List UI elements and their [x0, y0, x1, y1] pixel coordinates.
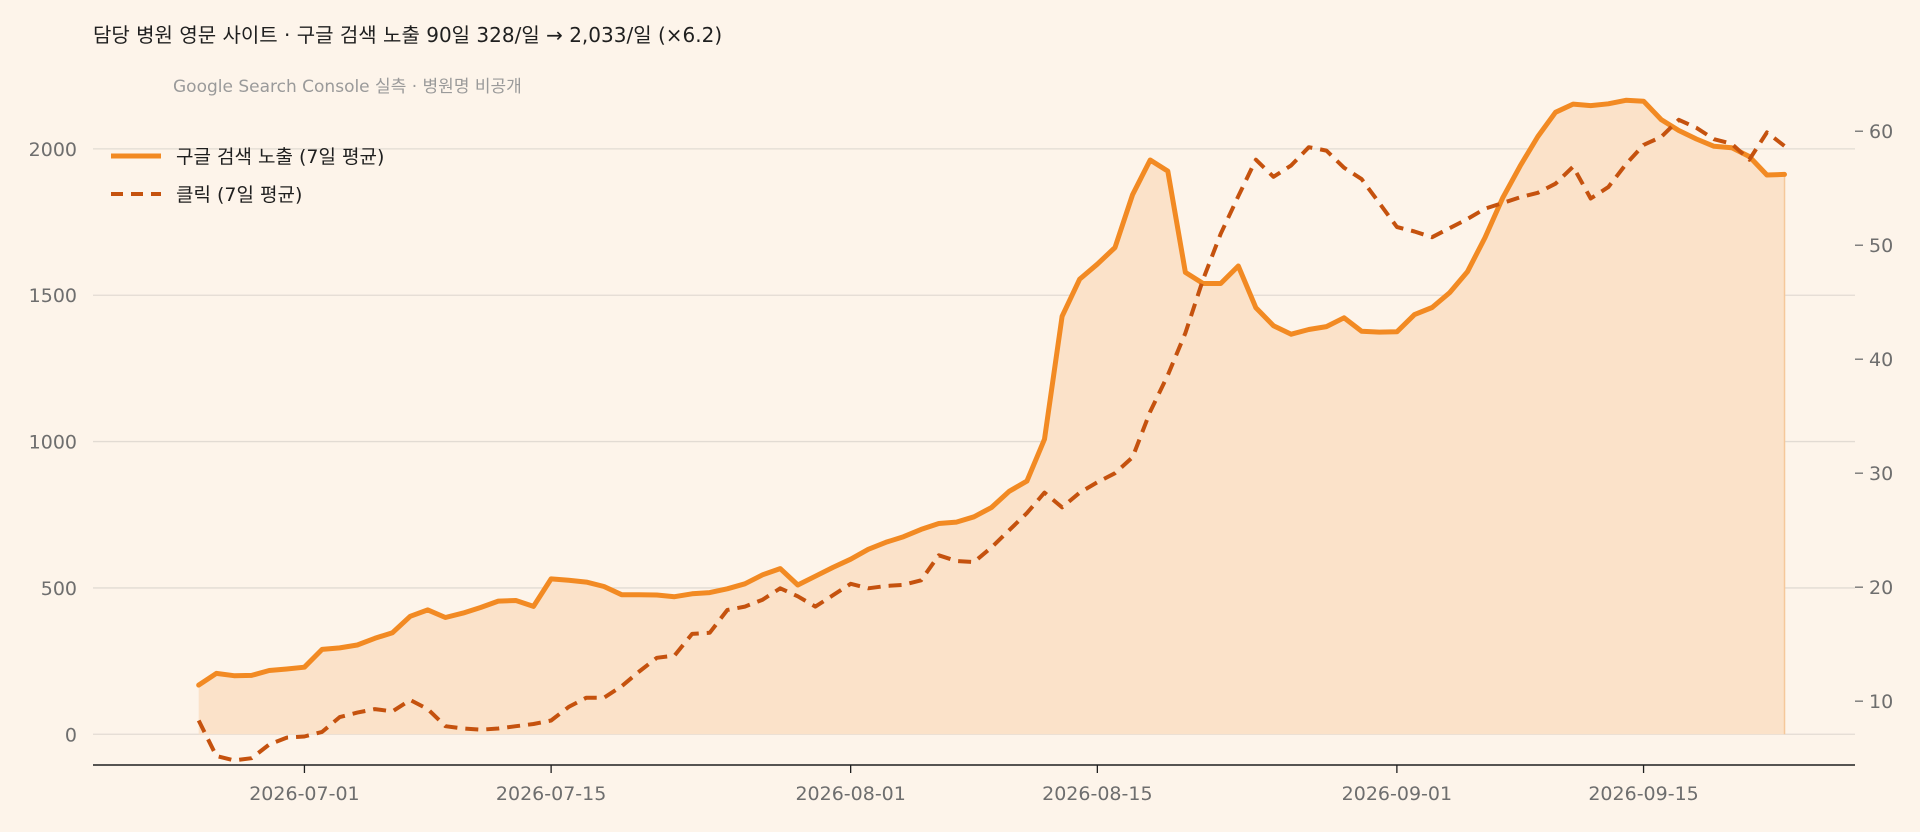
right-tick-label: 50 [1869, 235, 1893, 257]
impressions-area-fill [198, 100, 1785, 735]
legend: 구글 검색 노출 (7일 평균) 클릭 (7일 평균) [111, 146, 384, 206]
x-tick-label: 2026-08-15 [1042, 783, 1152, 805]
right-tick-label: 30 [1869, 463, 1893, 485]
x-tick-label: 2026-09-01 [1342, 783, 1452, 805]
x-tick-label: 2026-08-01 [795, 783, 905, 805]
impressions-line [196, 97, 1787, 688]
impressions-area [198, 100, 1786, 735]
right-y-axis: 10 20 30 40 50 60 [1855, 121, 1893, 713]
x-axis: 2026-07-01 2026-07-15 2026-08-01 2026-08-15… [93, 764, 1855, 805]
x-tick-label: 2026-07-01 [249, 783, 359, 805]
left-y-axis: 0 500 1000 1500 2000 [29, 139, 77, 746]
left-tick-label: 1500 [29, 285, 77, 307]
right-tick-label: 40 [1869, 349, 1893, 371]
x-tick-label: 2026-07-15 [496, 783, 606, 805]
legend-impressions-label: 구글 검색 노출 (7일 평균) [176, 146, 384, 168]
series-lines [196, 97, 1787, 763]
legend-clicks-label: 클릭 (7일 평균) [176, 184, 302, 206]
chart-title: 담당 병원 영문 사이트 · 구글 검색 노출 90일 328/일 → 2,03… [93, 23, 722, 47]
right-tick-label: 10 [1869, 691, 1893, 713]
left-tick-label: 500 [41, 578, 77, 600]
left-tick-label: 1000 [29, 432, 77, 454]
x-tick-label: 2026-09-15 [1588, 783, 1698, 805]
left-tick-label: 2000 [29, 139, 77, 161]
left-tick-label: 0 [65, 724, 77, 746]
right-tick-label: 20 [1869, 577, 1893, 599]
right-tick-label: 60 [1869, 121, 1893, 143]
chart-subtitle: Google Search Console 실측 · 병원명 비공개 [173, 77, 522, 97]
